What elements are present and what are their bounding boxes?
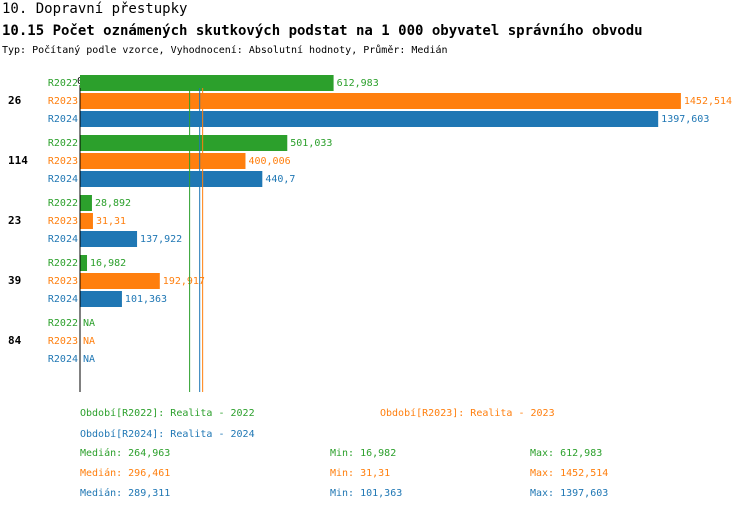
bar bbox=[80, 153, 246, 169]
max-label: Max: 612,983 bbox=[530, 448, 602, 459]
series-label: R2023 bbox=[48, 96, 78, 107]
series-label: R2022 bbox=[48, 198, 78, 209]
value-label: 501,033 bbox=[290, 138, 332, 149]
bar bbox=[80, 171, 263, 187]
value-label: 137,922 bbox=[140, 234, 182, 245]
median-label: Medián: 264,963 bbox=[80, 447, 170, 459]
chart-note: Typ: Počítaný podle vzorce, Vyhodnocení:… bbox=[2, 44, 448, 56]
series-label: R2024 bbox=[48, 234, 78, 245]
value-label: 28,892 bbox=[95, 198, 131, 209]
bar bbox=[80, 231, 138, 247]
series-label: R2024 bbox=[48, 174, 78, 185]
legend-entry: Období[R2024]: Realita - 2024 bbox=[80, 428, 255, 440]
bar bbox=[80, 111, 659, 127]
value-label: NA bbox=[83, 354, 95, 365]
value-label: 400,006 bbox=[248, 156, 290, 167]
series-label: R2024 bbox=[48, 354, 78, 365]
bar bbox=[80, 93, 681, 109]
bar bbox=[80, 195, 92, 211]
series-label: R2024 bbox=[48, 294, 78, 305]
bar bbox=[80, 75, 334, 91]
value-label: 101,363 bbox=[125, 294, 167, 305]
min-label: Min: 16,982 bbox=[330, 448, 396, 459]
bar bbox=[80, 273, 160, 289]
series-label: R2022 bbox=[48, 138, 78, 149]
category-label: 114 bbox=[8, 154, 28, 167]
value-label: NA bbox=[83, 318, 95, 329]
bar bbox=[80, 291, 122, 307]
category-label: 39 bbox=[8, 274, 21, 287]
max-label: Max: 1397,603 bbox=[530, 488, 608, 499]
series-label: R2022 bbox=[48, 318, 78, 329]
value-label: 612,983 bbox=[337, 78, 379, 89]
min-label: Min: 31,31 bbox=[330, 468, 390, 479]
value-label: 1397,603 bbox=[661, 114, 709, 125]
bar bbox=[80, 213, 93, 229]
bar bbox=[80, 135, 288, 151]
series-label: R2023 bbox=[48, 276, 78, 287]
series-label: R2023 bbox=[48, 216, 78, 227]
series-label: R2024 bbox=[48, 114, 78, 125]
median-label: Medián: 289,311 bbox=[80, 487, 170, 499]
chart-title: 10. Dopravní přestupky bbox=[2, 1, 187, 17]
category-label: 23 bbox=[8, 214, 21, 227]
category-label: 84 bbox=[8, 334, 22, 347]
max-label: Max: 1452,514 bbox=[530, 468, 608, 479]
value-label: 16,982 bbox=[90, 258, 126, 269]
chart-subtitle: 10.15 Počet oznámených skutkových podsta… bbox=[2, 23, 643, 39]
value-label: 192,917 bbox=[163, 276, 205, 287]
series-label: R2023 bbox=[48, 336, 78, 347]
legend-entry: Období[R2022]: Realita - 2022 bbox=[80, 407, 255, 419]
legend-entry: Období[R2023]: Realita - 2023 bbox=[380, 407, 555, 419]
series-label: R2023 bbox=[48, 156, 78, 167]
bar bbox=[80, 255, 88, 271]
series-label: R2022 bbox=[48, 78, 78, 89]
value-label: 31,31 bbox=[96, 216, 126, 227]
category-label: 26 bbox=[8, 94, 22, 107]
series-label: R2022 bbox=[48, 258, 78, 269]
value-label: 1452,514 bbox=[684, 96, 732, 107]
median-label: Medián: 296,461 bbox=[80, 467, 170, 479]
value-label: NA bbox=[83, 336, 95, 347]
min-label: Min: 101,363 bbox=[330, 488, 402, 499]
value-label: 440,7 bbox=[265, 174, 295, 185]
